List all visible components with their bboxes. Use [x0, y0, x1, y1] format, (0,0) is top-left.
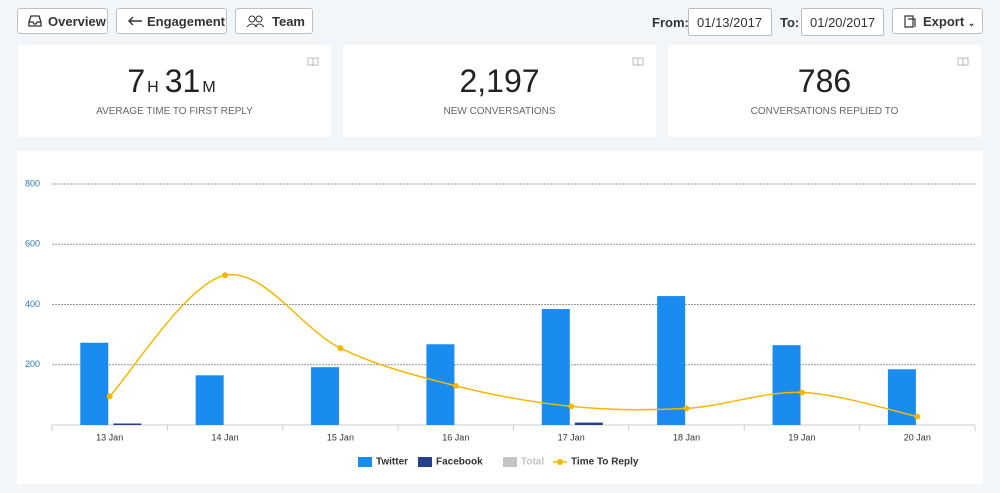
bar [574, 422, 603, 425]
stat-card: 2,197 NEW CONVERSATIONS [343, 45, 656, 137]
point [798, 389, 805, 396]
x-tick-label: 13 Jan [96, 432, 123, 442]
stat-label: CONVERSATIONS REPLIED TO [750, 106, 899, 117]
legend-swatch [557, 459, 563, 465]
minutes: 31 [164, 63, 201, 99]
bar [887, 369, 916, 425]
legend-swatch [418, 457, 432, 467]
x-tick-label: 20 Jan [904, 432, 931, 442]
legend-label: Time To Reply [571, 457, 639, 468]
point [337, 345, 344, 352]
stat-label: NEW CONVERSATIONS [443, 106, 556, 117]
legend-swatch [358, 457, 372, 467]
stat-label: AVERAGE TIME TO FIRST REPLY [96, 106, 253, 117]
legend-label: Facebook [436, 457, 483, 468]
point [683, 405, 690, 412]
x-tick-label: 19 Jan [788, 432, 815, 442]
icon [904, 15, 916, 28]
team-button[interactable]: Team [235, 8, 313, 34]
point [222, 272, 229, 279]
point [914, 413, 921, 420]
button-label: Overview [48, 14, 106, 29]
legend-label: Twitter [376, 457, 408, 468]
engagement-button[interactable]: Engagement [116, 8, 227, 34]
x-tick-label: 15 Jan [327, 432, 354, 442]
point [452, 382, 459, 389]
from-label: From: [652, 15, 689, 30]
bar [657, 296, 686, 425]
export-button[interactable]: Export ⌄ [892, 8, 983, 34]
legend-label: Total [521, 457, 544, 468]
icon [307, 57, 319, 66]
stat-value: 786 [797, 63, 852, 99]
icon [632, 57, 644, 66]
stat-card: 7 H 31 M AVERAGE TIME TO FIRST REPLY [18, 45, 331, 137]
icon [28, 15, 42, 27]
unit: H [147, 79, 159, 96]
hours: 7 [127, 63, 146, 99]
point [106, 393, 113, 400]
point [568, 403, 575, 410]
y-tick-label: 400 [25, 299, 40, 309]
y-tick-label: 200 [25, 359, 40, 369]
button-label: Export [923, 14, 965, 29]
bar [80, 342, 109, 425]
stat-value: 7 H 31 M [18, 63, 331, 100]
bar [541, 309, 570, 425]
bar [311, 367, 340, 425]
bar [772, 345, 801, 425]
icon [957, 57, 969, 66]
legend-swatch [503, 457, 517, 467]
x-tick-label: 16 Jan [442, 432, 469, 442]
x-tick-label: 17 Jan [558, 432, 585, 442]
caret: ⌄ [967, 18, 976, 28]
button-label: Engagement [147, 14, 226, 29]
unit: M [202, 79, 216, 96]
icon [128, 16, 142, 26]
stat-value: 2,197 [459, 63, 540, 99]
bar [195, 375, 224, 425]
to-label: To: [780, 15, 800, 30]
chart: 200 400 600 800 13 Jan 14 Jan 15 Jan 16 Jan 17 J… [17, 151, 983, 484]
to-date[interactable]: 01/20/2017 [801, 8, 884, 36]
overview-button[interactable]: Overview [17, 8, 108, 34]
button-label: Team [272, 14, 305, 29]
stat-card: 786 CONVERSATIONS REPLIED TO [668, 45, 981, 137]
bar [113, 423, 142, 425]
from-date[interactable]: 01/13/2017 [688, 8, 772, 36]
icon [246, 15, 265, 27]
y-tick-label: 600 [25, 239, 40, 249]
x-tick-label: 18 Jan [673, 432, 700, 442]
y-tick-label: 800 [25, 178, 40, 188]
x-tick-label: 14 Jan [212, 432, 239, 442]
